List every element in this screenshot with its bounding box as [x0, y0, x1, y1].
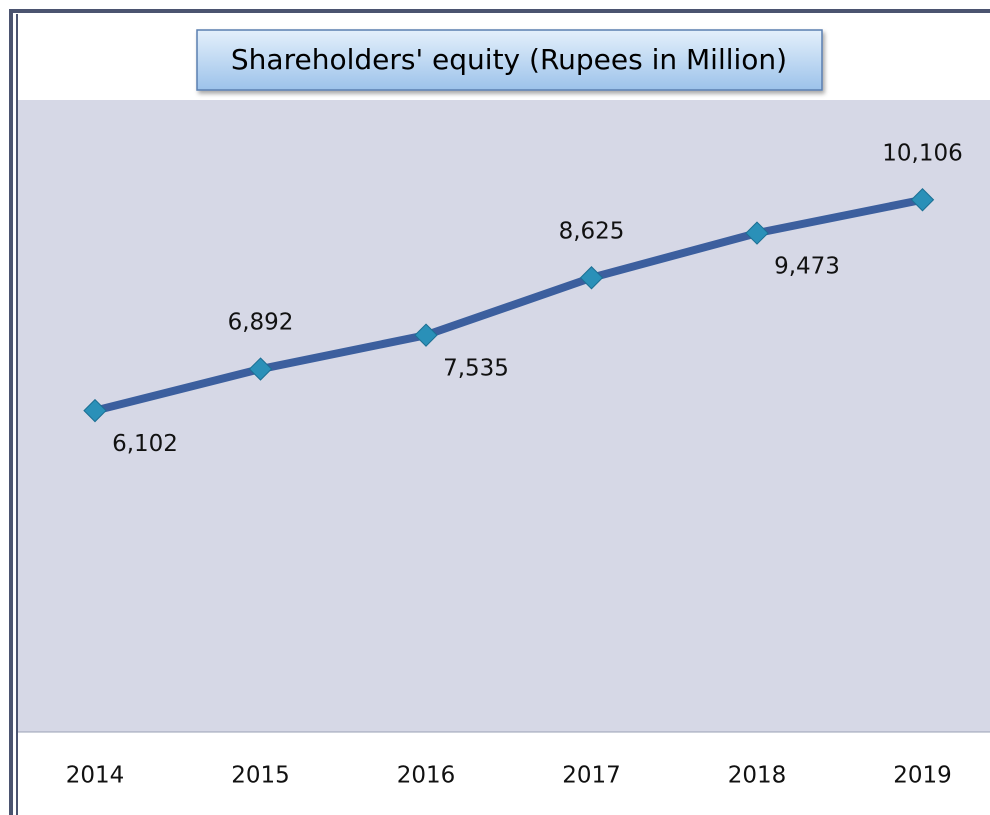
x-tick-label: 2016: [397, 763, 456, 789]
plot-area: [18, 100, 990, 732]
x-tick-label: 2014: [66, 763, 125, 789]
data-label: 6,892: [228, 310, 294, 336]
frame: [9, 9, 990, 815]
x-tick-label: 2017: [562, 763, 621, 789]
line: [94, 195, 924, 415]
marker: [83, 398, 107, 423]
x-tick-label: 2019: [893, 763, 952, 789]
data-label: 7,535: [443, 356, 509, 382]
marker: [910, 188, 935, 212]
marker: [745, 221, 769, 245]
marker: [579, 266, 604, 290]
x-tick-label: 2018: [728, 763, 787, 789]
title-box: [196, 29, 823, 91]
data-label: 6,102: [112, 431, 178, 457]
data-label: 8,625: [559, 218, 625, 244]
data-label: 10,106: [882, 140, 962, 166]
data-label: 9,473: [774, 254, 840, 280]
marker: [248, 357, 273, 381]
marker: [414, 323, 438, 347]
x-tick-label: 2015: [231, 763, 290, 789]
chart-title: Shareholders' equity (Rupees in Million): [231, 43, 787, 76]
